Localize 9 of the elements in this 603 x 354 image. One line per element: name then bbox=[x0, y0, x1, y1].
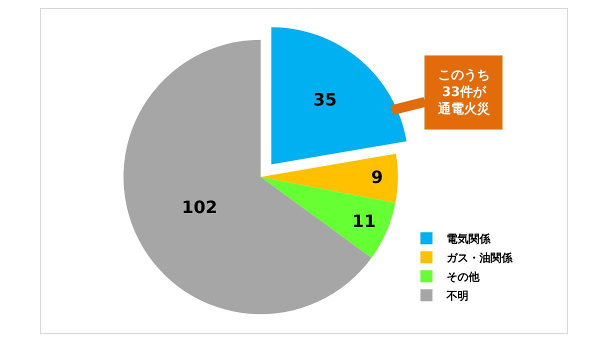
data-label: 102 bbox=[182, 198, 218, 218]
text: このうち33件が通電火災 bbox=[437, 68, 490, 117]
data-label: 9 bbox=[371, 168, 383, 188]
legend-label: 電気関係 bbox=[446, 232, 492, 246]
data-label: 11 bbox=[352, 212, 376, 232]
legend-label: ガス・油関係 bbox=[446, 252, 514, 265]
legend-label: その他 bbox=[446, 270, 480, 284]
legend-label: 不明 bbox=[445, 290, 468, 303]
data-label: 35 bbox=[313, 90, 337, 111]
